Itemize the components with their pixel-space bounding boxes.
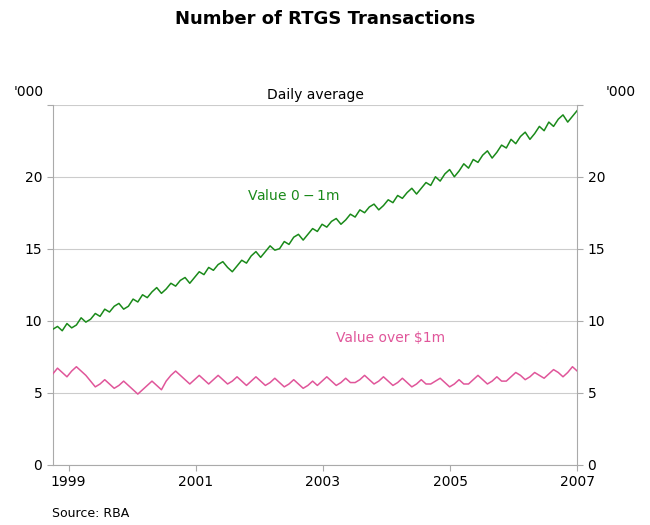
Text: '000: '000 — [606, 86, 636, 99]
Text: Number of RTGS Transactions: Number of RTGS Transactions — [175, 10, 475, 28]
Text: Value over $1m: Value over $1m — [335, 331, 445, 345]
Text: Value $0 - $1m: Value $0 - $1m — [246, 187, 339, 203]
Title: Daily average: Daily average — [266, 88, 363, 102]
Text: '000: '000 — [14, 86, 44, 99]
Text: Source: RBA: Source: RBA — [52, 507, 129, 520]
